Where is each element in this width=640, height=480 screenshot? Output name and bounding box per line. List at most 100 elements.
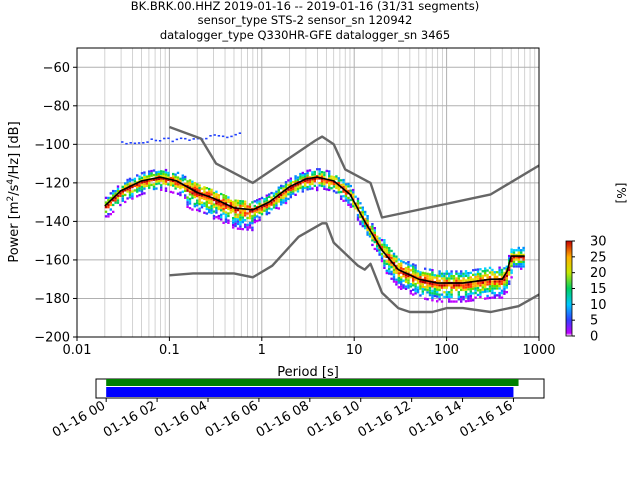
histogram-cell (414, 292, 417, 295)
histogram-cell (239, 223, 242, 226)
histogram-cell (512, 260, 516, 263)
histogram-cell (421, 290, 424, 293)
histogram-cell (484, 272, 487, 275)
histogram-cell (308, 176, 312, 179)
histogram-cell (244, 209, 247, 212)
histogram-cell (188, 193, 192, 196)
histogram-cell (325, 188, 328, 191)
histogram-cell (174, 180, 177, 183)
histogram-cell (428, 282, 432, 285)
histogram-cell (512, 256, 516, 259)
histogram-cell (299, 182, 302, 185)
histogram-cell (145, 175, 148, 178)
histogram-cell (179, 137, 183, 140)
histogram-cell (160, 170, 163, 173)
histogram-cell (342, 181, 345, 184)
histogram-cell (361, 211, 364, 214)
histogram-cell (472, 299, 475, 302)
histogram-cell (160, 177, 163, 180)
histogram-cell (445, 272, 448, 275)
histogram-cell (318, 168, 321, 171)
histogram-cell (215, 209, 218, 212)
histogram-cell (505, 279, 508, 282)
histogram-cell (354, 207, 357, 210)
histogram-cell (493, 296, 496, 299)
histogram-cell (467, 295, 470, 298)
histogram-cell (383, 241, 386, 244)
histogram-cell (287, 197, 290, 201)
histogram-cell (488, 280, 492, 283)
histogram-cell (176, 185, 180, 188)
histogram-cell (157, 173, 160, 176)
histogram-cell (217, 135, 221, 137)
histogram-cell (284, 183, 288, 186)
histogram-cell (484, 269, 487, 272)
histogram-cell (184, 178, 187, 181)
histogram-cell (414, 287, 417, 290)
histogram-cell (424, 274, 427, 277)
histogram-cell (520, 249, 523, 252)
histogram-cell (409, 269, 412, 272)
histogram-cell (436, 279, 439, 282)
histogram-cell (416, 274, 420, 278)
histogram-cell (265, 206, 268, 209)
histogram-cell (388, 270, 391, 273)
histogram-cell (311, 182, 314, 185)
histogram-cell (445, 295, 448, 299)
histogram-cell (517, 263, 520, 266)
histogram-cell (505, 286, 508, 289)
histogram-cell (467, 279, 470, 282)
y-tick-label: −80 (43, 99, 70, 114)
histogram-cell (155, 180, 158, 183)
histogram-cell (217, 214, 220, 218)
histogram-cell (224, 206, 228, 209)
histogram-cell (208, 187, 211, 191)
histogram-cell (232, 226, 235, 229)
histogram-cell (217, 196, 220, 199)
histogram-cell (260, 206, 264, 209)
histogram-cell (356, 197, 360, 200)
x-axis-ticks: 0.01 0.1 1 10 100 1000 (63, 337, 556, 358)
histogram-cell (167, 183, 170, 186)
histogram-cell (426, 284, 429, 287)
histogram-cell (469, 271, 472, 274)
histogram-cell (167, 137, 170, 140)
histogram-cell (232, 205, 235, 208)
histogram-cell (169, 183, 172, 187)
histogram-cell (397, 279, 400, 282)
histogram-cell (402, 275, 405, 278)
histogram-cell (220, 209, 223, 212)
histogram-cell (349, 189, 352, 192)
histogram-cell (256, 199, 259, 202)
histogram-cell (236, 202, 240, 205)
histogram-cell (294, 193, 297, 196)
histogram-cell (426, 298, 429, 301)
histogram-cell (304, 184, 307, 187)
histogram-cell (390, 266, 393, 269)
histogram-cell (234, 133, 237, 136)
histogram-cell (311, 178, 314, 181)
histogram-cell (188, 200, 192, 203)
histogram-cell (517, 251, 520, 254)
histogram-cell (464, 288, 468, 291)
histogram-cell (304, 179, 307, 183)
histogram-cell (493, 275, 496, 278)
histogram-cell (328, 175, 331, 178)
histogram-cell (241, 221, 244, 224)
histogram-cell (191, 192, 194, 195)
histogram-cell (119, 203, 122, 207)
histogram-cell (143, 192, 146, 195)
histogram-cell (503, 271, 506, 275)
histogram-cell (186, 203, 189, 206)
histogram-cell (404, 262, 408, 265)
histogram-cell (404, 276, 408, 279)
histogram-cell (431, 285, 434, 288)
histogram-cell (486, 283, 489, 286)
histogram-cell (517, 253, 520, 257)
histogram-cell (469, 287, 472, 291)
histogram-cell (433, 294, 436, 298)
histogram-cell (320, 184, 324, 188)
histogram-cell (222, 205, 225, 208)
histogram-cell (162, 170, 165, 173)
histogram-cell (325, 179, 328, 182)
